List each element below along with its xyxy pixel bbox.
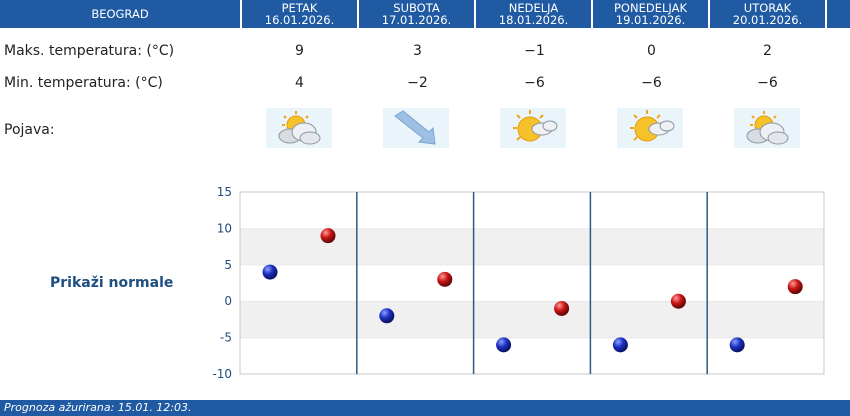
max-temp-point	[437, 271, 453, 287]
day-date: 16.01.2026.	[264, 13, 335, 27]
forecast-header: BEOGRAD PETAK 16.01.2026. SUBOTA 17.01.2…	[0, 0, 850, 28]
day-date: 19.01.2026.	[615, 13, 686, 27]
y-tick-label: -10	[212, 367, 232, 381]
max-temp-value: 9	[295, 43, 304, 59]
min-temp-point	[496, 337, 512, 353]
day-date: 20.01.2026.	[732, 13, 803, 27]
sun-behind-cloud-icon	[266, 108, 332, 148]
chart-band	[240, 228, 824, 265]
day-name: UTORAK	[743, 1, 792, 15]
show-normals-link[interactable]: Prikaži normale	[50, 275, 174, 291]
chart-band	[240, 301, 824, 338]
wind-arrow-icon	[383, 108, 449, 148]
header-spacer	[825, 0, 850, 28]
day-header-4: PONEDELJAK 19.01.2026.	[591, 0, 708, 28]
min-temp-point	[612, 337, 628, 353]
day-name: NEDELJA	[508, 1, 559, 15]
chart-band	[240, 337, 824, 374]
max-temp-value: −1	[524, 43, 545, 59]
city-name: BEOGRAD	[91, 7, 149, 21]
min-temp-value: −6	[757, 75, 778, 91]
min-temp-value: −6	[641, 75, 662, 91]
plot-border	[239, 191, 825, 375]
city-cell: BEOGRAD	[0, 0, 240, 28]
phenomenon-label: Pojava:	[4, 122, 55, 138]
min-temp-value: −2	[407, 75, 428, 91]
phenomenon-row: Pojava:	[0, 120, 850, 140]
max-temp-point	[670, 293, 686, 309]
max-temp-point	[554, 300, 570, 316]
sun-behind-cloud-icon	[734, 108, 800, 148]
min-temp-point	[729, 337, 745, 353]
y-tick-label: 0	[224, 294, 232, 308]
max-temp-row: Maks. temperatura: (°C) 9 3 −1 0 2	[0, 41, 850, 61]
min-temp-row: Min. temperatura: (°C) 4 −2 −6 −6 −6	[0, 73, 850, 93]
max-temp-point	[787, 279, 803, 295]
max-temp-value: 0	[647, 43, 656, 59]
temperature-chart: 15 10 5 0 -5 -10	[212, 185, 825, 381]
y-tick-label: 10	[217, 221, 232, 235]
y-tick-label: 15	[217, 185, 232, 199]
min-temp-point	[379, 308, 395, 324]
sun-cloud-icon	[500, 108, 566, 148]
max-temp-value: 3	[413, 43, 422, 59]
forecast-updated-text: Prognoza ažurirana: 15.01. 12:03.	[4, 401, 192, 414]
day-name: SUBOTA	[393, 1, 440, 15]
y-tick-label: 5	[224, 258, 232, 272]
sun-cloud-icon	[617, 108, 683, 148]
day-name: PONEDELJAK	[614, 1, 687, 15]
min-temp-value: −6	[524, 75, 545, 91]
footer-bar: Prognoza ažurirana: 15.01. 12:03.	[0, 400, 850, 416]
day-date: 17.01.2026.	[381, 13, 452, 27]
day-header-3: NEDELJA 18.01.2026.	[474, 0, 591, 28]
max-temp-point	[320, 228, 336, 244]
max-temp-label: Maks. temperatura: (°C)	[4, 43, 175, 59]
y-tick-label: -5	[220, 331, 232, 345]
chart-band	[240, 192, 824, 229]
chart-band	[240, 264, 824, 302]
day-header-5: UTORAK 20.01.2026.	[708, 0, 825, 28]
day-date: 18.01.2026.	[498, 13, 569, 27]
min-temp-label: Min. temperatura: (°C)	[4, 75, 163, 91]
day-header-2: SUBOTA 17.01.2026.	[357, 0, 474, 28]
day-header-1: PETAK 16.01.2026.	[240, 0, 357, 28]
max-temp-value: 2	[763, 43, 772, 59]
min-temp-value: 4	[295, 75, 304, 91]
day-name: PETAK	[281, 1, 318, 15]
min-temp-point	[262, 264, 278, 280]
